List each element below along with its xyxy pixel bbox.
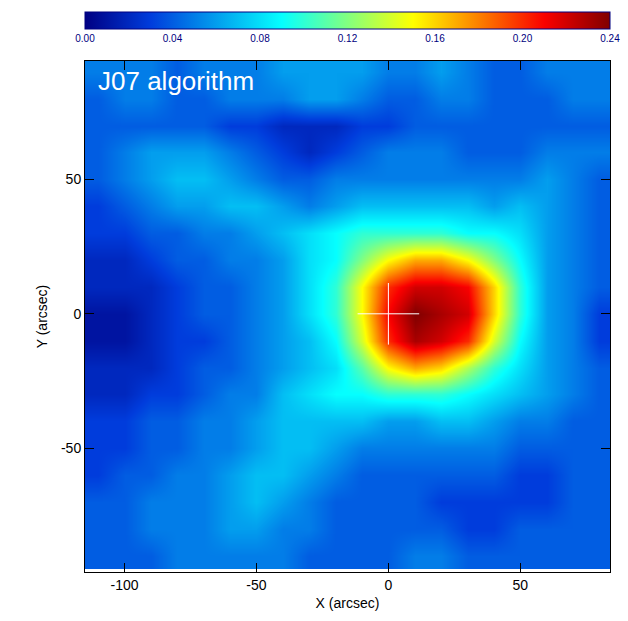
svg-text:0.04: 0.04 <box>163 33 183 44</box>
svg-text:-50: -50 <box>61 440 81 456</box>
svg-text:50: 50 <box>66 171 82 187</box>
svg-text:X (arcsec): X (arcsec) <box>316 595 380 611</box>
svg-text:0.00: 0.00 <box>75 33 95 44</box>
svg-text:0.16: 0.16 <box>425 33 445 44</box>
svg-text:0.12: 0.12 <box>338 33 358 44</box>
svg-text:50: 50 <box>513 577 529 593</box>
svg-text:J07 algorithm: J07 algorithm <box>98 66 254 96</box>
svg-text:Y (arcsec): Y (arcsec) <box>34 285 50 349</box>
svg-text:-50: -50 <box>246 577 266 593</box>
svg-text:0.20: 0.20 <box>513 33 533 44</box>
svg-text:0: 0 <box>384 577 392 593</box>
svg-text:0: 0 <box>73 306 81 322</box>
svg-text:0.08: 0.08 <box>250 33 270 44</box>
svg-text:-100: -100 <box>111 577 139 593</box>
svg-text:0.24: 0.24 <box>600 33 620 44</box>
